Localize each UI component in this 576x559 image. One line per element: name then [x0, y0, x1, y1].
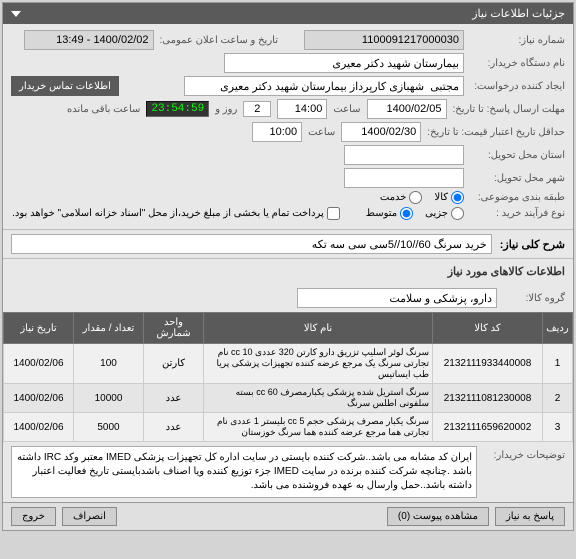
cell-idx: 3: [543, 413, 573, 442]
col-date: تاریخ نیاز: [4, 313, 74, 344]
label-budget: طبقه بندی موضوعی:: [470, 192, 565, 203]
city-field: [344, 168, 464, 188]
req-number-field: [304, 30, 464, 50]
collapse-icon[interactable]: [11, 11, 21, 17]
buyer-notes-row: توضیحات خریدار: ایران کد مشابه می باشد..…: [3, 442, 573, 502]
contact-buyer-button[interactable]: اطلاعات تماس خریدار: [11, 76, 119, 96]
label-buyer-notes: توضیحات خریدار:: [485, 446, 565, 461]
row-budget: طبقه بندی موضوعی: کالا خدمت: [11, 191, 565, 204]
cell-name: سرنگ یکبار مصرف پزشکی حجم 5 cc بلیستر 1 …: [204, 413, 433, 442]
col-name: نام کالا: [204, 313, 433, 344]
cell-date: 1400/02/06: [4, 384, 74, 413]
cell-date: 1400/02/06: [4, 344, 74, 384]
row-deadline: مهلت ارسال پاسخ: تا تاریخ: ساعت 2 روز و …: [11, 99, 565, 119]
reply-button[interactable]: پاسخ به نیاز: [495, 507, 565, 526]
label-req-number: شماره نیاز:: [470, 35, 565, 46]
countdown-timer: 23:54:59: [146, 101, 209, 117]
table-row[interactable]: 12132111933440008سرنگ لوئر اسلیپ تزریق د…: [4, 344, 573, 384]
process-radio-group: جزیی متوسط: [366, 207, 464, 220]
label-group: گروه کالا:: [505, 293, 565, 304]
form-area: شماره نیاز: تاریخ و ساعت اعلان عمومی: نا…: [3, 24, 573, 229]
table-header-row: ردیف کد کالا نام کالا واحد شمارش تعداد /…: [4, 313, 573, 344]
summary-field: [11, 234, 492, 254]
label-city: شهر محل تحویل:: [470, 173, 565, 184]
label-validity: حداقل تاریخ اعتبار قیمت: تا تاریخ:: [427, 127, 565, 138]
budget-radio-group: کالا خدمت: [380, 191, 464, 204]
label-days: روز و: [215, 104, 237, 115]
cell-code: 2132111081230008: [433, 384, 543, 413]
label-remaining: ساعت باقی مانده: [67, 104, 140, 115]
radio-goods-input[interactable]: [451, 191, 464, 204]
label-time-1: ساعت: [333, 104, 360, 115]
col-unit: واحد شمارش: [144, 313, 204, 344]
cell-qty: 100: [74, 344, 144, 384]
cell-code: 2132111933440008: [433, 344, 543, 384]
panel-header: جزئیات اطلاعات نیاز: [3, 3, 573, 24]
exit-button[interactable]: خروج: [11, 507, 56, 526]
row-validity: حداقل تاریخ اعتبار قیمت: تا تاریخ: ساعت: [11, 122, 565, 142]
row-creator: ایجاد کننده درخواست: اطلاعات تماس خریدار: [11, 76, 565, 96]
label-process: نوع فرآیند خرید :: [470, 208, 565, 219]
items-table: ردیف کد کالا نام کالا واحد شمارش تعداد /…: [3, 312, 573, 442]
label-province: استان محل تحویل:: [470, 150, 565, 161]
panel-title: جزئیات اطلاعات نیاز: [472, 7, 565, 20]
row-req-number: شماره نیاز: تاریخ و ساعت اعلان عمومی:: [11, 30, 565, 50]
col-idx: ردیف: [543, 313, 573, 344]
creator-field: [184, 76, 464, 96]
label-deadline: مهلت ارسال پاسخ: تا تاریخ:: [453, 104, 565, 115]
summary-row: شرح کلی نیاز:: [3, 229, 573, 258]
items-section-title: اطلاعات کالاهای مورد نیاز: [3, 258, 573, 284]
footer-bar: پاسخ به نیاز مشاهده پیوست (0) انصراف خرو…: [3, 502, 573, 530]
announce-field: [24, 30, 154, 50]
buyer-field: [224, 53, 464, 73]
group-field: [297, 288, 497, 308]
col-code: کد کالا: [433, 313, 543, 344]
row-buyer: نام دستگاه خریدار:: [11, 53, 565, 73]
province-field: [344, 145, 464, 165]
cell-idx: 1: [543, 344, 573, 384]
buyer-notes-text: ایران کد مشابه می باشد..شرکت کننده بایست…: [11, 446, 477, 498]
attachments-button[interactable]: مشاهده پیوست (0): [387, 507, 489, 526]
days-left: 2: [243, 101, 271, 117]
radio-medium[interactable]: متوسط: [366, 207, 413, 220]
radio-small[interactable]: جزیی: [425, 207, 464, 220]
group-row: گروه کالا:: [3, 284, 573, 312]
row-process: نوع فرآیند خرید : جزیی متوسط پرداخت تمام…: [11, 207, 565, 220]
cell-name: سرنگ لوئر اسلیپ تزریق دارو کارتن 320 عدد…: [204, 344, 433, 384]
deadline-time-field: [277, 99, 327, 119]
label-time-2: ساعت: [308, 127, 335, 138]
table-row[interactable]: 32132111659620002سرنگ یکبار مصرف پزشکی ح…: [4, 413, 573, 442]
cell-qty: 10000: [74, 384, 144, 413]
cell-name: سرنگ استریل شده پزشکی یکبارمصرف 60 cc بس…: [204, 384, 433, 413]
radio-service-input[interactable]: [409, 191, 422, 204]
radio-small-input[interactable]: [451, 207, 464, 220]
deadline-date-field: [367, 99, 447, 119]
payment-check[interactable]: پرداخت تمام یا بخشی از مبلغ خرید،از محل …: [12, 207, 340, 220]
cell-qty: 5000: [74, 413, 144, 442]
cell-unit: کارتن: [144, 344, 204, 384]
row-province: استان محل تحویل:: [11, 145, 565, 165]
validity-date-field: [341, 122, 421, 142]
label-creator: ایجاد کننده درخواست:: [470, 81, 565, 92]
cancel-button[interactable]: انصراف: [62, 507, 117, 526]
radio-goods[interactable]: کالا: [434, 191, 464, 204]
cell-date: 1400/02/06: [4, 413, 74, 442]
cell-idx: 2: [543, 384, 573, 413]
col-qty: تعداد / مقدار: [74, 313, 144, 344]
payment-checkbox[interactable]: [327, 207, 340, 220]
label-buyer: نام دستگاه خریدار:: [470, 58, 565, 69]
label-announce: تاریخ و ساعت اعلان عمومی:: [160, 35, 279, 46]
radio-medium-input[interactable]: [400, 207, 413, 220]
row-city: شهر محل تحویل:: [11, 168, 565, 188]
validity-time-field: [252, 122, 302, 142]
summary-label: شرح کلی نیاز:: [500, 238, 565, 251]
cell-unit: عدد: [144, 413, 204, 442]
table-row[interactable]: 22132111081230008سرنگ استریل شده پزشکی ی…: [4, 384, 573, 413]
radio-service[interactable]: خدمت: [380, 191, 423, 204]
cell-unit: عدد: [144, 384, 204, 413]
main-panel: جزئیات اطلاعات نیاز شماره نیاز: تاریخ و …: [2, 2, 574, 531]
cell-code: 2132111659620002: [433, 413, 543, 442]
